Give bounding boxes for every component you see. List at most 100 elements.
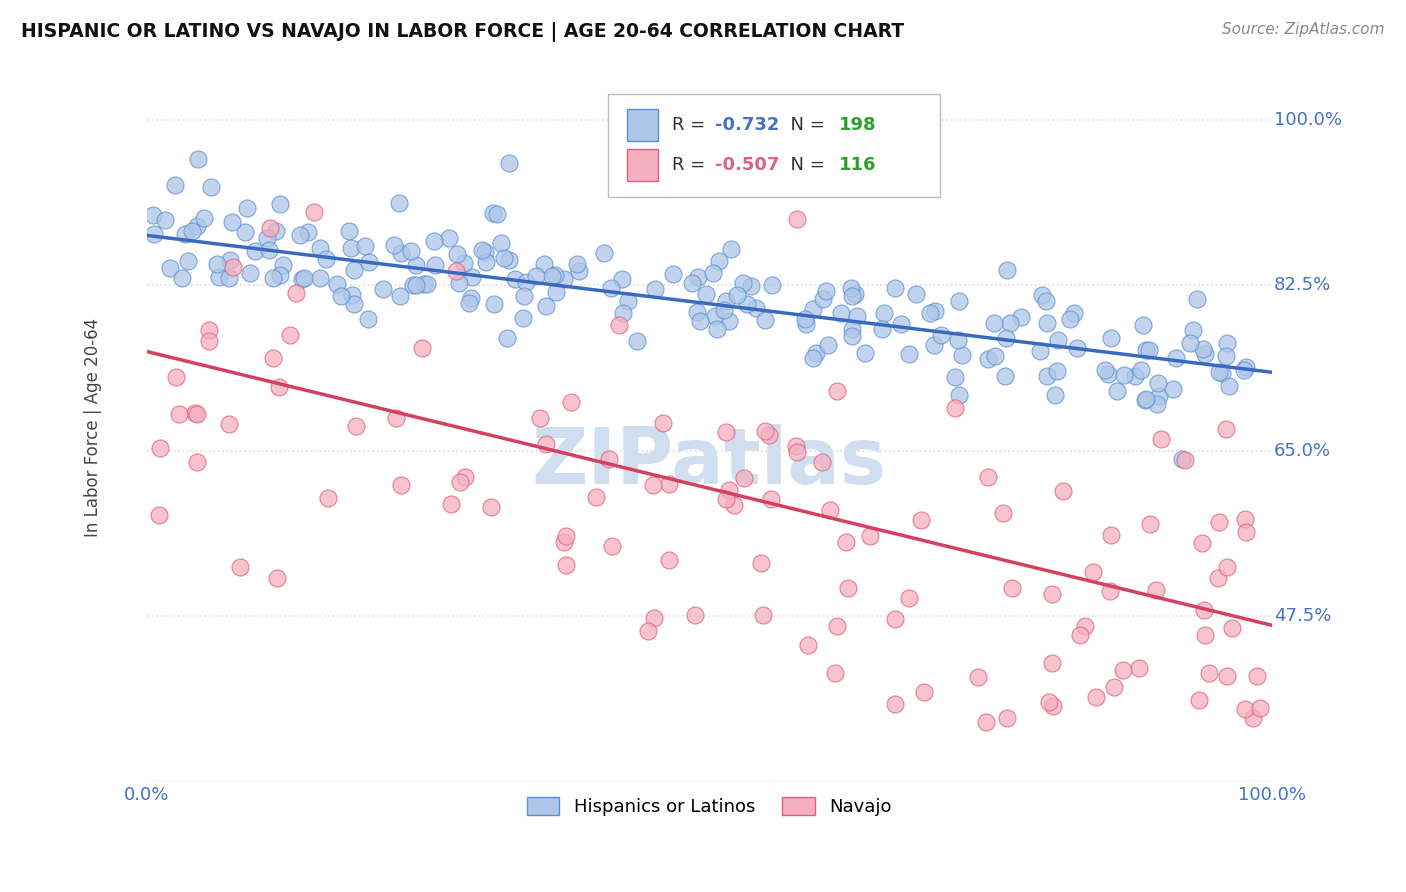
- Point: [1194, 347, 1216, 361]
- Point: [695, 287, 717, 301]
- Point: [458, 295, 481, 310]
- Point: [977, 352, 1000, 367]
- Point: [382, 238, 405, 252]
- Point: [534, 437, 557, 451]
- Point: [918, 306, 941, 320]
- Point: [546, 285, 568, 299]
- Point: [1133, 393, 1156, 408]
- Point: [471, 244, 494, 258]
- Point: [995, 711, 1018, 725]
- Point: [1216, 559, 1239, 574]
- Text: N =: N =: [779, 156, 831, 174]
- Point: [797, 638, 820, 652]
- Point: [1233, 362, 1256, 376]
- Point: [449, 475, 471, 489]
- Point: [943, 401, 966, 416]
- Point: [280, 328, 302, 343]
- Point: [343, 263, 366, 277]
- Point: [1234, 524, 1257, 539]
- Point: [1147, 376, 1170, 391]
- Point: [1129, 362, 1152, 376]
- Point: [626, 334, 648, 348]
- Point: [1046, 333, 1069, 347]
- Point: [612, 272, 634, 286]
- Point: [405, 278, 427, 293]
- Point: [644, 282, 666, 296]
- Point: [948, 388, 970, 402]
- Point: [1144, 583, 1167, 598]
- Point: [616, 294, 638, 309]
- Point: [423, 234, 446, 248]
- Point: [830, 306, 852, 320]
- Point: [153, 212, 176, 227]
- Point: [929, 328, 952, 343]
- Point: [814, 284, 837, 298]
- Point: [943, 370, 966, 384]
- Point: [193, 211, 215, 225]
- Point: [207, 257, 229, 271]
- Point: [910, 513, 932, 527]
- Point: [853, 346, 876, 360]
- Point: [1052, 484, 1074, 499]
- Point: [200, 179, 222, 194]
- Point: [165, 369, 187, 384]
- Point: [1128, 661, 1150, 675]
- Point: [489, 236, 512, 251]
- Point: [1241, 711, 1264, 725]
- Point: [883, 697, 905, 711]
- Point: [946, 333, 969, 347]
- Point: [388, 195, 411, 210]
- Point: [495, 331, 517, 345]
- Point: [503, 272, 526, 286]
- Point: [269, 268, 291, 283]
- Point: [658, 476, 681, 491]
- Point: [1102, 680, 1125, 694]
- Point: [1035, 294, 1057, 309]
- Point: [994, 369, 1017, 384]
- Point: [661, 267, 683, 281]
- Point: [786, 212, 808, 227]
- Point: [841, 322, 863, 336]
- Point: [218, 253, 240, 268]
- Point: [844, 286, 866, 301]
- Point: [709, 254, 731, 268]
- Point: [1192, 343, 1215, 357]
- Point: [163, 178, 186, 193]
- Point: [266, 572, 288, 586]
- Point: [416, 277, 439, 292]
- Point: [1063, 306, 1085, 320]
- Point: [1123, 368, 1146, 383]
- Point: [371, 282, 394, 296]
- Text: 198: 198: [838, 116, 876, 134]
- Text: N =: N =: [779, 116, 831, 134]
- Point: [725, 287, 748, 301]
- Point: [297, 226, 319, 240]
- Point: [553, 271, 575, 285]
- Point: [343, 297, 366, 311]
- Point: [454, 470, 477, 484]
- Point: [236, 201, 259, 215]
- Text: In Labor Force | Age 20-64: In Labor Force | Age 20-64: [83, 318, 101, 537]
- Point: [288, 227, 311, 242]
- Point: [567, 257, 589, 271]
- Point: [1040, 587, 1063, 601]
- Point: [1073, 618, 1095, 632]
- Point: [976, 470, 998, 484]
- Point: [543, 268, 565, 282]
- Point: [602, 539, 624, 553]
- Point: [1215, 349, 1237, 363]
- Point: [890, 317, 912, 331]
- Legend: Hispanics or Latinos, Navajo: Hispanics or Latinos, Navajo: [517, 788, 901, 825]
- Point: [1150, 432, 1173, 446]
- Point: [257, 243, 280, 257]
- Text: R =: R =: [672, 156, 711, 174]
- Point: [1181, 323, 1204, 337]
- Point: [513, 288, 536, 302]
- Point: [912, 685, 935, 699]
- Text: Source: ZipAtlas.com: Source: ZipAtlas.com: [1222, 22, 1385, 37]
- Point: [259, 220, 281, 235]
- Point: [149, 441, 172, 455]
- Point: [167, 407, 190, 421]
- Point: [1174, 453, 1197, 467]
- Point: [309, 271, 332, 285]
